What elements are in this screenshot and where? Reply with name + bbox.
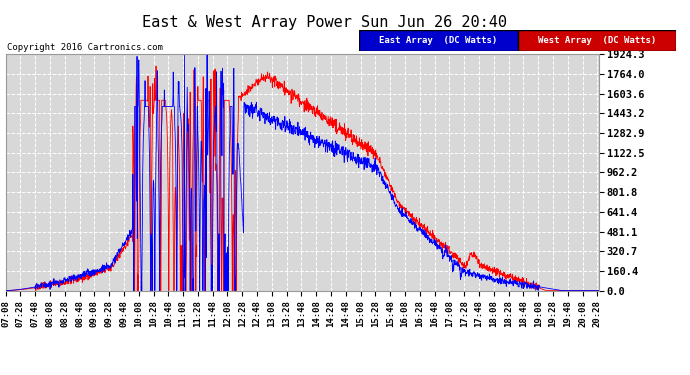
FancyBboxPatch shape bbox=[518, 30, 676, 51]
Text: Copyright 2016 Cartronics.com: Copyright 2016 Cartronics.com bbox=[7, 43, 163, 52]
Text: East Array  (DC Watts): East Array (DC Watts) bbox=[379, 36, 497, 45]
Text: East & West Array Power Sun Jun 26 20:40: East & West Array Power Sun Jun 26 20:40 bbox=[142, 15, 506, 30]
Text: West Array  (DC Watts): West Array (DC Watts) bbox=[538, 36, 656, 45]
FancyBboxPatch shape bbox=[359, 30, 518, 51]
